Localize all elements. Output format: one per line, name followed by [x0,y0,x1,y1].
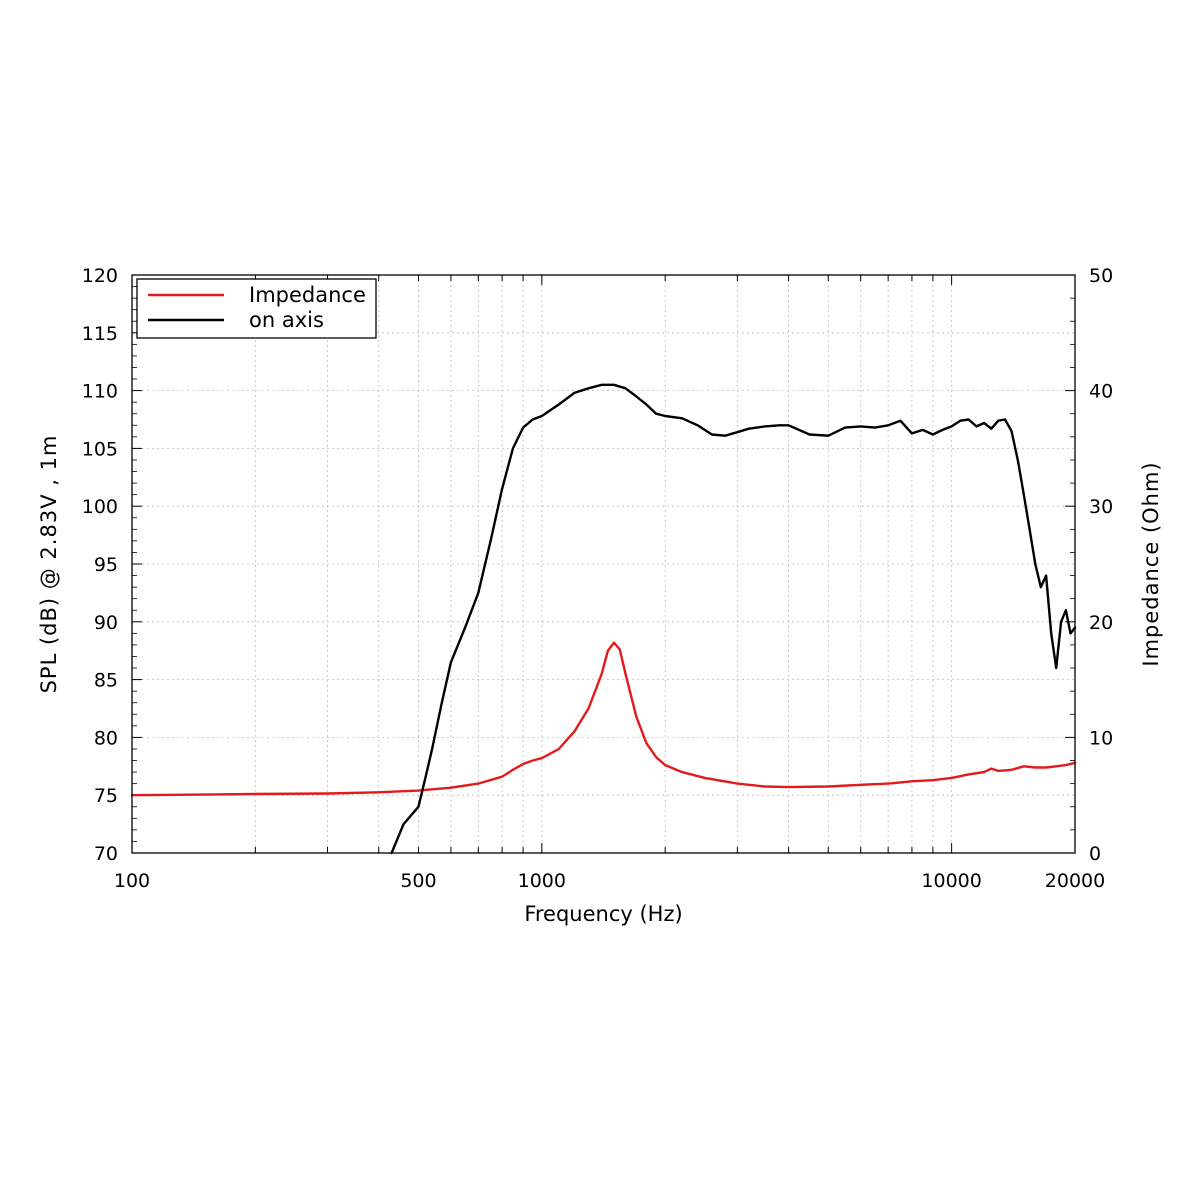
grid [132,275,1075,853]
x-tick-label: 1000 [518,870,566,892]
x-tick-label: 100 [114,870,150,892]
y2-tick-label: 50 [1089,265,1113,287]
y-tick-label: 105 [82,438,118,460]
y2-tick-label: 10 [1089,727,1113,749]
legend: Impedance on axis [136,278,377,339]
y-tick-label: 90 [94,612,118,634]
tick-labels: 100 500 1000 10000 2000070758085909510010511… [82,265,1113,892]
y-tick-label: 115 [82,323,118,345]
y2-tick-label: 30 [1089,496,1113,518]
x-axis-title: Frequency (Hz) [524,902,682,926]
series [130,383,1077,855]
series-line-impedance [130,641,1077,797]
y-axis-title: SPL (dB) @ 2.83V , 1m [37,435,61,694]
y2-tick-label: 0 [1089,843,1101,865]
y-tick-label: 120 [82,265,118,287]
y-tick-label: 110 [82,381,118,403]
series-line-on-axis [390,383,1077,855]
legend-label-on-axis: on axis [249,308,324,332]
x-tick-label: 10000 [921,870,981,892]
x-tick-label: 20000 [1045,870,1105,892]
y-tick-label: 95 [94,554,118,576]
y-tick-label: 80 [94,727,118,749]
y-tick-label: 75 [94,785,118,807]
y2-tick-label: 20 [1089,612,1113,634]
y-tick-label: 85 [94,670,118,692]
legend-box [136,278,377,339]
y-tick-label: 70 [94,843,118,865]
y2-axis-title: Impedance (Ohm) [1139,461,1163,666]
plot-frame [131,274,1076,854]
legend-label-impedance: Impedance [249,283,366,307]
x-tick-label: 500 [400,870,436,892]
axis-ticks [132,274,1075,854]
y-tick-label: 100 [82,496,118,518]
y2-tick-label: 40 [1089,381,1113,403]
